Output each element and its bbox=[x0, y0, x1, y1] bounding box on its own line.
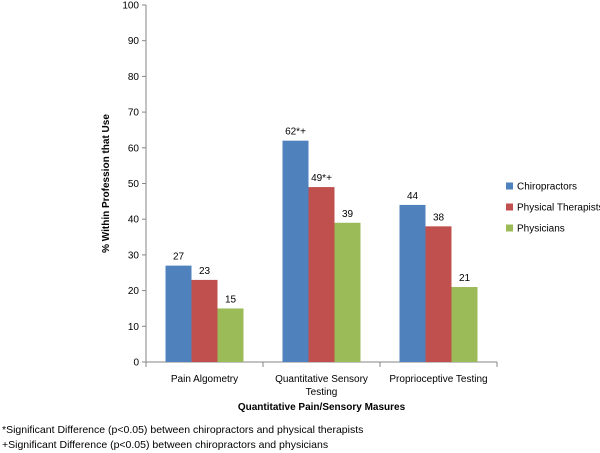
y-tick-label: 80 bbox=[128, 72, 140, 83]
y-tick-label: 70 bbox=[128, 108, 140, 119]
legend-swatch bbox=[506, 224, 513, 232]
legend-label: Physical Therapists bbox=[517, 203, 600, 214]
legend-label: Chiropractors bbox=[517, 182, 577, 193]
y-tick-label: 10 bbox=[128, 322, 140, 333]
bar bbox=[451, 287, 478, 362]
y-tick-label: 60 bbox=[128, 143, 140, 154]
bar-chart: 0 10 20 30 40 50 60 70 80 90 100 27 23 15 Pain Algomet… bbox=[101, 1, 600, 414]
data-label: 38 bbox=[433, 212, 445, 223]
data-label: 23 bbox=[199, 266, 211, 277]
bar bbox=[425, 226, 452, 362]
bar bbox=[334, 222, 361, 362]
footnote-significance-physicians: +Significant Difference (p<0.05) between… bbox=[2, 439, 329, 451]
bar bbox=[282, 140, 309, 362]
y-axis-title: % Within Profession that Use bbox=[101, 114, 112, 253]
data-label: 15 bbox=[225, 294, 237, 305]
y-tick-label: 50 bbox=[128, 179, 140, 190]
y-tick-label: 100 bbox=[122, 1, 139, 12]
x-tick-label: Quantitative Sensory bbox=[275, 374, 368, 385]
y-tick-label: 0 bbox=[133, 358, 139, 369]
bar bbox=[217, 308, 244, 362]
y-tick-label: 20 bbox=[128, 286, 140, 297]
legend-swatch bbox=[506, 182, 513, 190]
x-tick-label: Testing bbox=[306, 387, 338, 398]
legend-label: Physicians bbox=[517, 224, 565, 235]
bar bbox=[191, 279, 218, 362]
data-label: 39 bbox=[342, 209, 354, 220]
legend-swatch bbox=[506, 203, 513, 211]
bar bbox=[165, 265, 192, 362]
x-tick-label: Proprioceptive Testing bbox=[389, 374, 487, 385]
data-label: 21 bbox=[459, 273, 471, 284]
bar bbox=[308, 187, 335, 362]
bar bbox=[399, 204, 426, 362]
data-label: 44 bbox=[407, 191, 419, 202]
y-tick-label: 30 bbox=[128, 250, 140, 261]
data-label: 27 bbox=[173, 252, 185, 263]
data-label: 62*+ bbox=[285, 127, 306, 138]
data-label: 49*+ bbox=[311, 173, 332, 184]
footnote-significance-pt: *Significant Difference (p<0.05) between… bbox=[2, 424, 364, 436]
y-tick-label: 90 bbox=[128, 36, 140, 47]
x-axis-title: Quantitative Pain/Sensory Masures bbox=[238, 402, 406, 413]
y-tick-label: 40 bbox=[128, 215, 140, 226]
footnotes: *Significant Difference (p<0.05) between… bbox=[2, 423, 363, 453]
x-tick-label: Pain Algometry bbox=[171, 374, 238, 385]
